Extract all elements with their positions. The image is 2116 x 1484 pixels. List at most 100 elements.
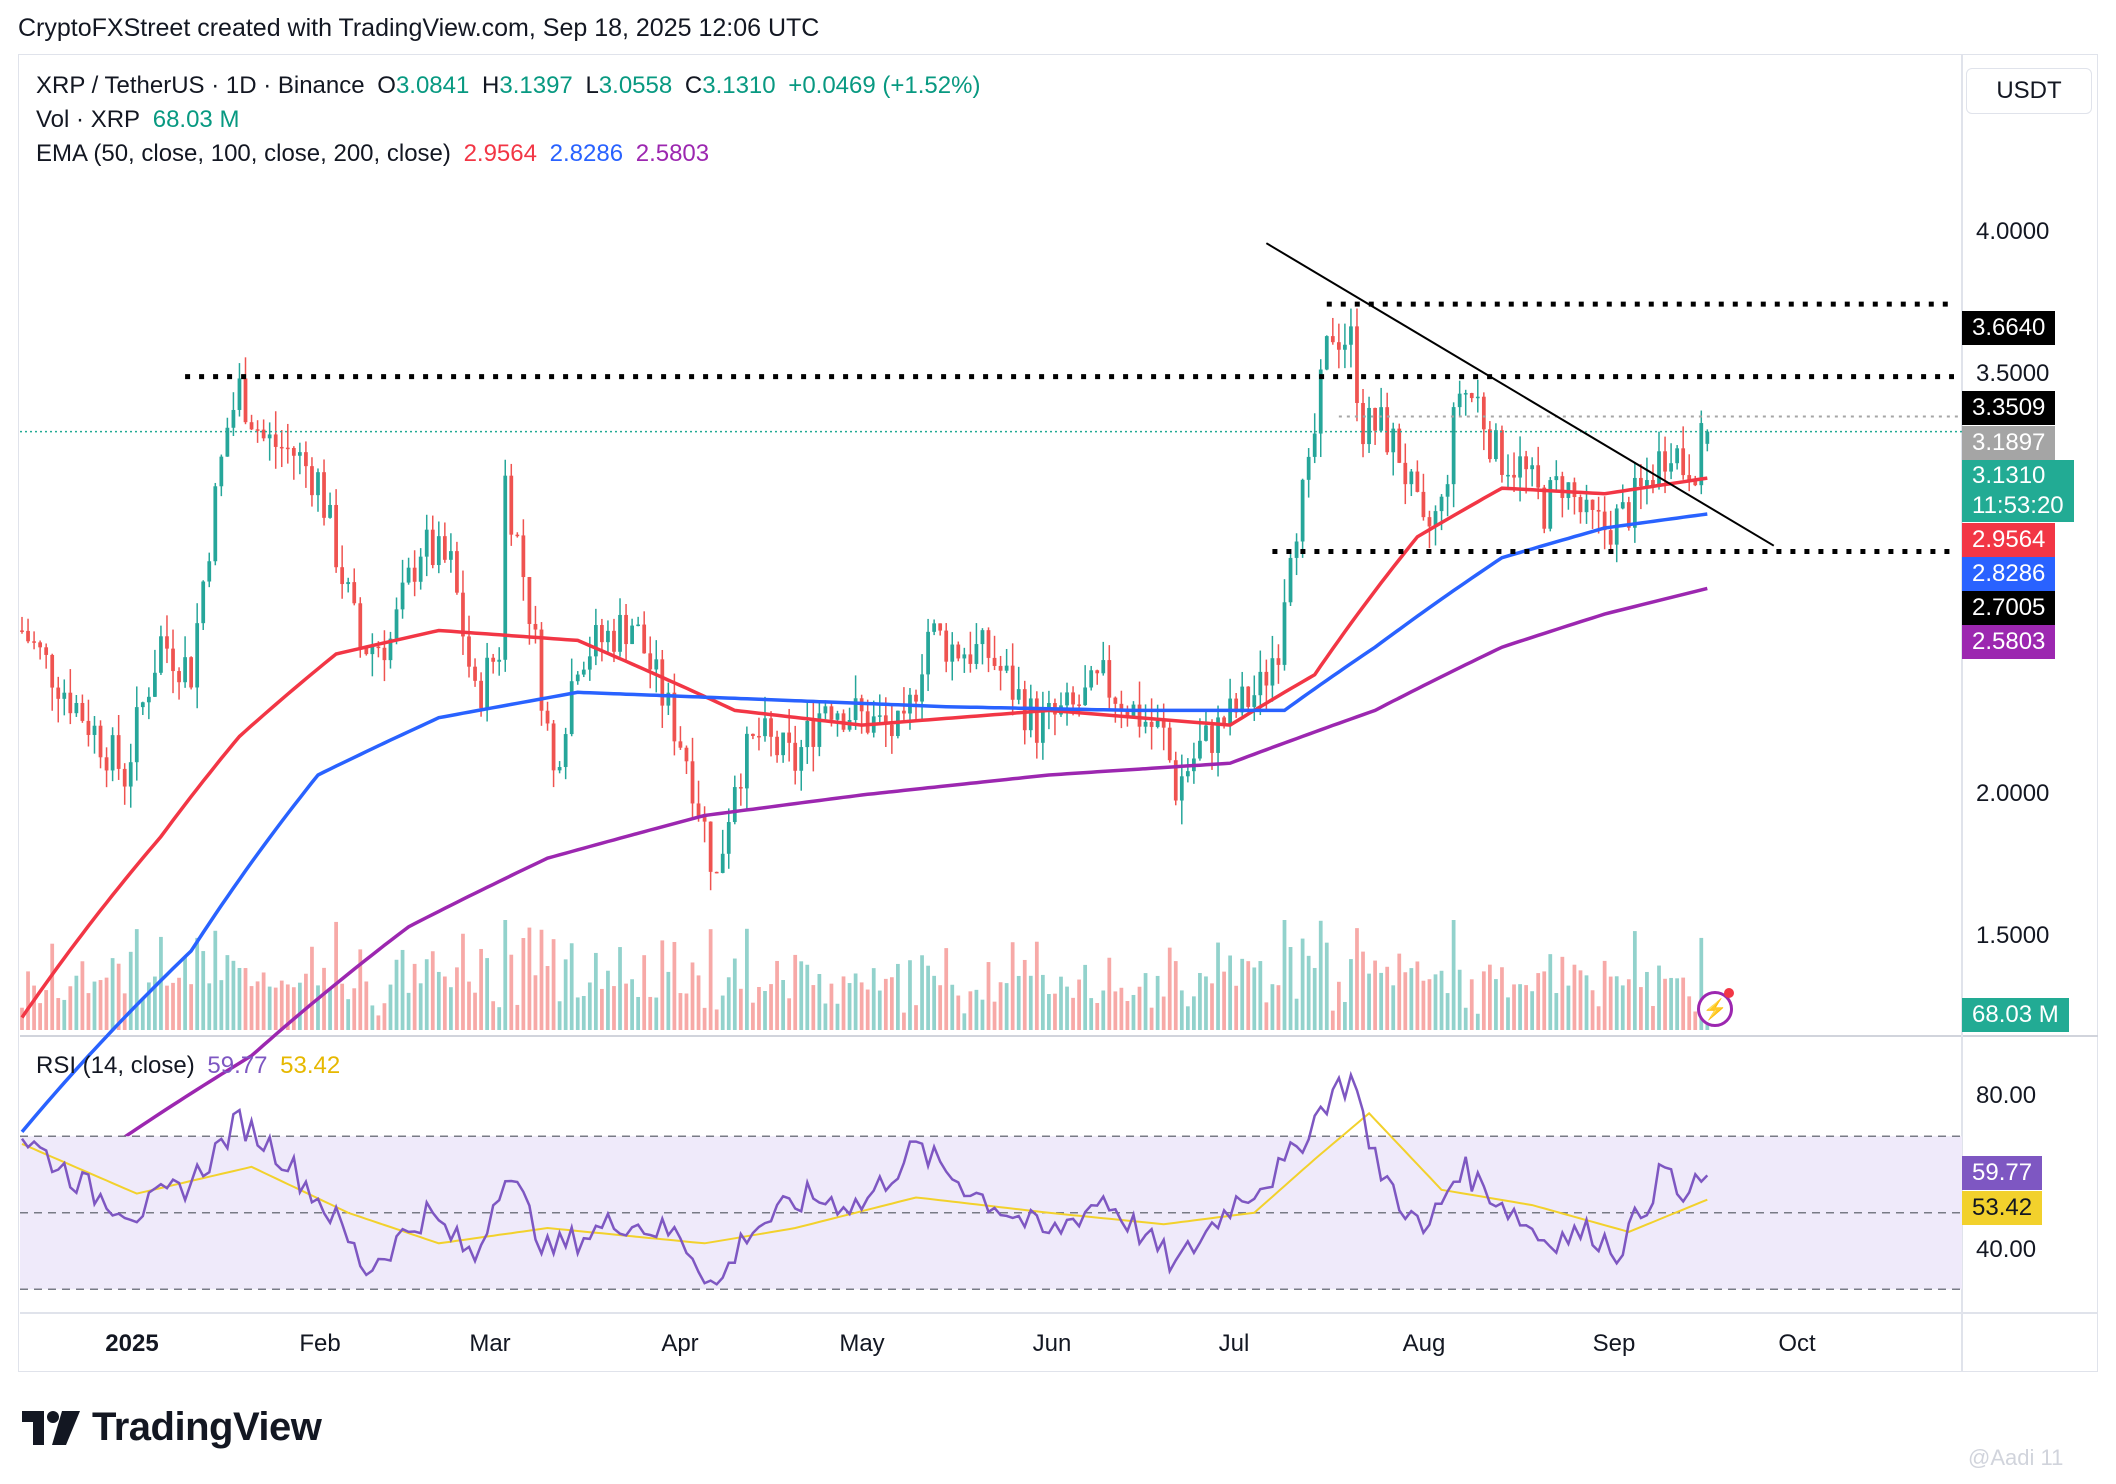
volume-bar xyxy=(1379,972,1384,1030)
volume-bar xyxy=(630,979,634,1030)
tradingview-logo-icon xyxy=(22,1410,80,1445)
symbol-title[interactable]: XRP / TetherUS · 1D · Binance xyxy=(36,72,365,99)
candle-body xyxy=(225,427,230,457)
candle-body xyxy=(1669,463,1673,472)
candle-body xyxy=(273,434,278,447)
volume-bar xyxy=(1010,942,1015,1030)
rsi-ma-tag: 53.42 xyxy=(1962,1191,2043,1225)
rsi-axis-label: 40.00 xyxy=(1976,1236,2037,1263)
volume-bar xyxy=(871,968,876,1030)
volume-bar xyxy=(424,959,429,1030)
candle-body xyxy=(587,656,592,670)
volume-bar xyxy=(642,955,647,1030)
volume-bar xyxy=(1681,977,1686,1030)
ema200-tag: 2.5803 xyxy=(1962,625,2056,659)
candle-body xyxy=(853,698,858,721)
volume-bar xyxy=(920,955,924,1030)
volume-bar xyxy=(1077,979,1081,1030)
volume-bar xyxy=(364,981,369,1030)
ema50-tag: 2.9564 xyxy=(1962,523,2056,557)
volume-bar xyxy=(1004,983,1009,1030)
volume-bar xyxy=(207,983,212,1030)
volume-bar xyxy=(1324,942,1329,1030)
volume-bar xyxy=(787,998,792,1030)
candle-body xyxy=(1167,727,1172,761)
volume-value: 68.03 M xyxy=(152,106,240,133)
candle-body xyxy=(1463,393,1468,395)
volume-bar xyxy=(926,965,930,1030)
candle-body xyxy=(68,692,73,714)
volume-bar xyxy=(1608,976,1613,1030)
volume-bar xyxy=(612,986,616,1030)
volume-bar xyxy=(1663,978,1667,1030)
volume-bar xyxy=(732,958,737,1030)
candle-body xyxy=(1578,497,1583,513)
volume-bar xyxy=(322,967,326,1030)
candle-body xyxy=(436,536,441,566)
candle-body xyxy=(1336,342,1341,350)
candle-body xyxy=(1675,448,1680,464)
volume-bar xyxy=(587,982,592,1030)
candle-body xyxy=(467,636,471,667)
candle-body xyxy=(678,741,683,748)
candle-body xyxy=(1089,670,1094,688)
volume-bar xyxy=(44,990,49,1030)
candle-body xyxy=(902,710,906,714)
volume-bar xyxy=(231,960,236,1030)
candle-body xyxy=(938,623,943,631)
candle-body xyxy=(817,713,822,747)
volume-bar xyxy=(104,977,109,1030)
volume-bar xyxy=(1693,1011,1698,1030)
volume-bar xyxy=(1506,997,1510,1030)
rsi-label[interactable]: RSI (14, close) xyxy=(36,1052,195,1079)
volume-bar xyxy=(285,984,290,1030)
volume-bar xyxy=(1210,983,1214,1030)
volume-bar xyxy=(1059,976,1063,1030)
currency-button[interactable]: USDT xyxy=(1966,68,2092,114)
candle-body xyxy=(1451,407,1456,485)
candle-body xyxy=(1228,698,1232,727)
candle-body xyxy=(811,720,816,747)
volume-bar xyxy=(189,984,194,1030)
volume-bar xyxy=(249,986,254,1030)
volume-bar xyxy=(334,921,338,1030)
volume-bar xyxy=(1602,960,1607,1030)
candle-body xyxy=(316,472,320,496)
volume-bar xyxy=(509,954,514,1030)
volume-bar xyxy=(1632,931,1637,1030)
ema50-line xyxy=(20,476,1708,1019)
candle-body xyxy=(189,657,194,688)
price-axis-label: 4.0000 xyxy=(1976,218,2050,245)
volume-bar xyxy=(237,967,242,1030)
candle-body xyxy=(1632,477,1637,528)
volume-bar xyxy=(1645,971,1649,1030)
volume-bar xyxy=(914,1005,918,1030)
candle-body xyxy=(956,644,961,659)
candle-body xyxy=(165,636,169,649)
candle-body xyxy=(261,429,266,439)
candle-body xyxy=(1095,670,1100,674)
candle-body xyxy=(521,535,526,578)
candle-body xyxy=(1361,402,1365,445)
candle-body xyxy=(322,472,326,518)
candle-body xyxy=(1487,429,1492,460)
candle-body xyxy=(86,720,91,735)
volume-bar xyxy=(1155,975,1160,1030)
volume-bar xyxy=(883,978,888,1030)
volume-label[interactable]: Vol · XRP xyxy=(36,106,141,133)
tradingview-logo: TradingView xyxy=(22,1405,322,1450)
volume-bar xyxy=(1494,979,1498,1030)
time-axis-label: Oct xyxy=(1778,1330,1816,1357)
time-axis-label: Aug xyxy=(1402,1330,1446,1357)
candle-body xyxy=(382,647,387,661)
volume-bar xyxy=(811,985,816,1030)
candle-body xyxy=(805,720,810,748)
candle-body xyxy=(998,665,1003,671)
volume-bar xyxy=(805,964,810,1030)
volume-bar xyxy=(1131,994,1136,1030)
candle-body xyxy=(1179,776,1184,801)
volume-bar xyxy=(1578,970,1583,1030)
candle-body xyxy=(394,609,399,639)
ema-label[interactable]: EMA (50, close, 100, close, 200, close) xyxy=(36,140,451,167)
